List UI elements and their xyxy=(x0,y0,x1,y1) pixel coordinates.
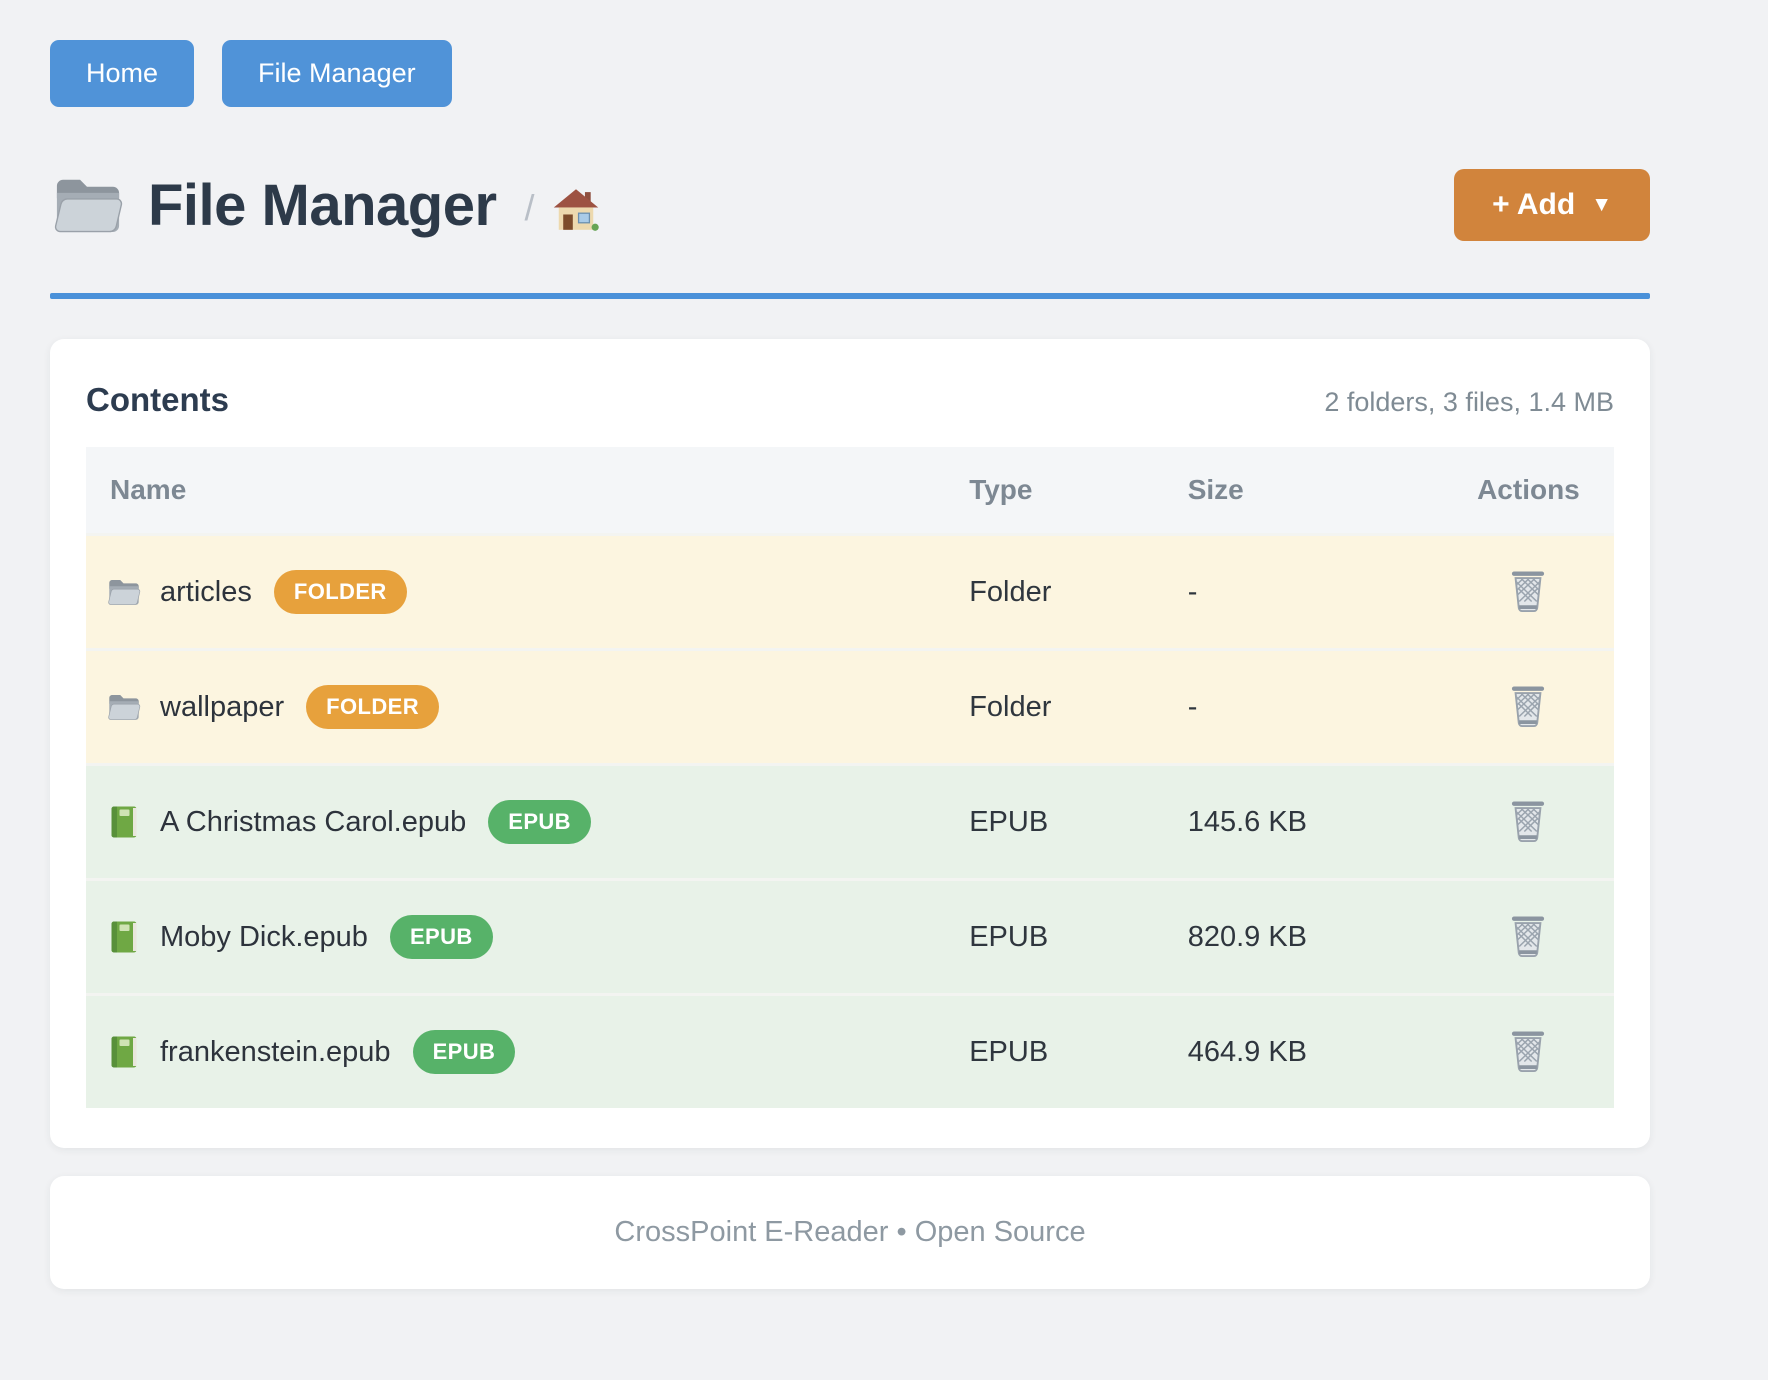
contents-summary: 2 folders, 3 files, 1.4 MB xyxy=(1324,387,1614,417)
delete-button[interactable] xyxy=(1505,909,1551,965)
file-size: 145.6 KB xyxy=(1187,763,1443,880)
delete-button[interactable] xyxy=(1505,1024,1551,1080)
file-manager-button[interactable]: File Manager xyxy=(222,40,452,107)
table-row[interactable]: Moby Dick.epub EPUB EPUB 820.9 KB xyxy=(86,878,1614,995)
breadcrumb-separator: / xyxy=(524,187,535,228)
table-row[interactable]: frankenstein.epub EPUB EPUB 464.9 KB xyxy=(86,993,1614,1108)
file-name-cell: Moby Dick.epub EPUB xyxy=(86,915,969,959)
breadcrumb-home-icon[interactable] xyxy=(553,188,599,232)
folder-icon xyxy=(108,580,141,605)
table-row[interactable]: wallpaper FOLDER Folder - xyxy=(86,648,1614,765)
file-size: 464.9 KB xyxy=(1187,993,1443,1108)
add-button-label: + Add xyxy=(1492,188,1576,221)
column-header-actions: Actions xyxy=(1442,447,1614,535)
green-book-icon xyxy=(111,806,137,838)
file-size: - xyxy=(1187,648,1443,765)
folder-icon xyxy=(54,179,123,233)
file-name[interactable]: articles xyxy=(160,575,252,608)
file-size: - xyxy=(1187,533,1443,650)
home-button[interactable]: Home xyxy=(50,40,195,107)
add-button[interactable]: + Add ▼ xyxy=(1454,169,1650,241)
file-type-badge: FOLDER xyxy=(273,570,407,614)
contents-card: Contents 2 folders, 3 files, 1.4 MB Name… xyxy=(50,339,1650,1148)
file-type: Folder xyxy=(969,648,1188,765)
green-book-icon xyxy=(111,1036,137,1068)
trash-icon xyxy=(1512,801,1545,842)
column-header-type: Type xyxy=(969,447,1188,535)
trash-icon xyxy=(1512,571,1545,612)
file-size: 820.9 KB xyxy=(1187,878,1443,995)
file-name[interactable]: A Christmas Carol.epub xyxy=(160,805,467,838)
file-name[interactable]: frankenstein.epub xyxy=(160,1035,391,1068)
trash-icon xyxy=(1512,1031,1545,1072)
file-name-cell: frankenstein.epub EPUB xyxy=(86,1030,969,1074)
file-type: Folder xyxy=(969,533,1188,650)
column-header-name: Name xyxy=(86,447,970,535)
table-row[interactable]: articles FOLDER Folder - xyxy=(86,533,1614,650)
trash-icon xyxy=(1512,686,1545,727)
file-name[interactable]: wallpaper xyxy=(160,690,285,723)
delete-button[interactable] xyxy=(1505,794,1551,850)
page-title-group: File Manager / xyxy=(50,172,599,239)
page-title: File Manager xyxy=(148,172,497,238)
top-nav: Home File Manager xyxy=(50,40,1650,107)
page-header: File Manager / + Add ▼ xyxy=(50,169,1650,241)
footer: CrossPoint E-Reader • Open Source xyxy=(50,1176,1650,1289)
green-book-icon xyxy=(111,921,137,953)
delete-button[interactable] xyxy=(1505,564,1551,620)
file-type: EPUB xyxy=(969,763,1188,880)
footer-text: CrossPoint E-Reader • Open Source xyxy=(614,1216,1086,1248)
column-header-size: Size xyxy=(1187,447,1443,535)
file-name[interactable]: Moby Dick.epub xyxy=(160,920,368,953)
file-type: EPUB xyxy=(969,993,1188,1108)
delete-button[interactable] xyxy=(1505,679,1551,735)
file-type: EPUB xyxy=(969,878,1188,995)
trash-icon xyxy=(1512,916,1545,957)
files-table: Name Type Size Actions xyxy=(86,447,1614,1108)
file-name-cell: articles FOLDER xyxy=(86,570,969,614)
file-type-badge: EPUB xyxy=(389,915,493,959)
table-header-row: Name Type Size Actions xyxy=(86,447,1614,535)
file-type-badge: EPUB xyxy=(412,1030,516,1074)
contents-title: Contents xyxy=(86,381,229,418)
file-type-badge: FOLDER xyxy=(306,685,439,729)
file-name-cell: A Christmas Carol.epub EPUB xyxy=(86,800,969,844)
folder-icon xyxy=(108,695,141,720)
file-type-badge: EPUB xyxy=(488,800,591,844)
table-body: articles FOLDER Folder - xyxy=(86,533,1614,1108)
table-row[interactable]: A Christmas Carol.epub EPUB EPUB 145.6 K… xyxy=(86,763,1614,880)
chevron-down-icon: ▼ xyxy=(1591,193,1612,216)
title-underline xyxy=(50,293,1650,299)
contents-card-header: Contents 2 folders, 3 files, 1.4 MB xyxy=(86,381,1614,419)
file-name-cell: wallpaper FOLDER xyxy=(86,685,969,729)
